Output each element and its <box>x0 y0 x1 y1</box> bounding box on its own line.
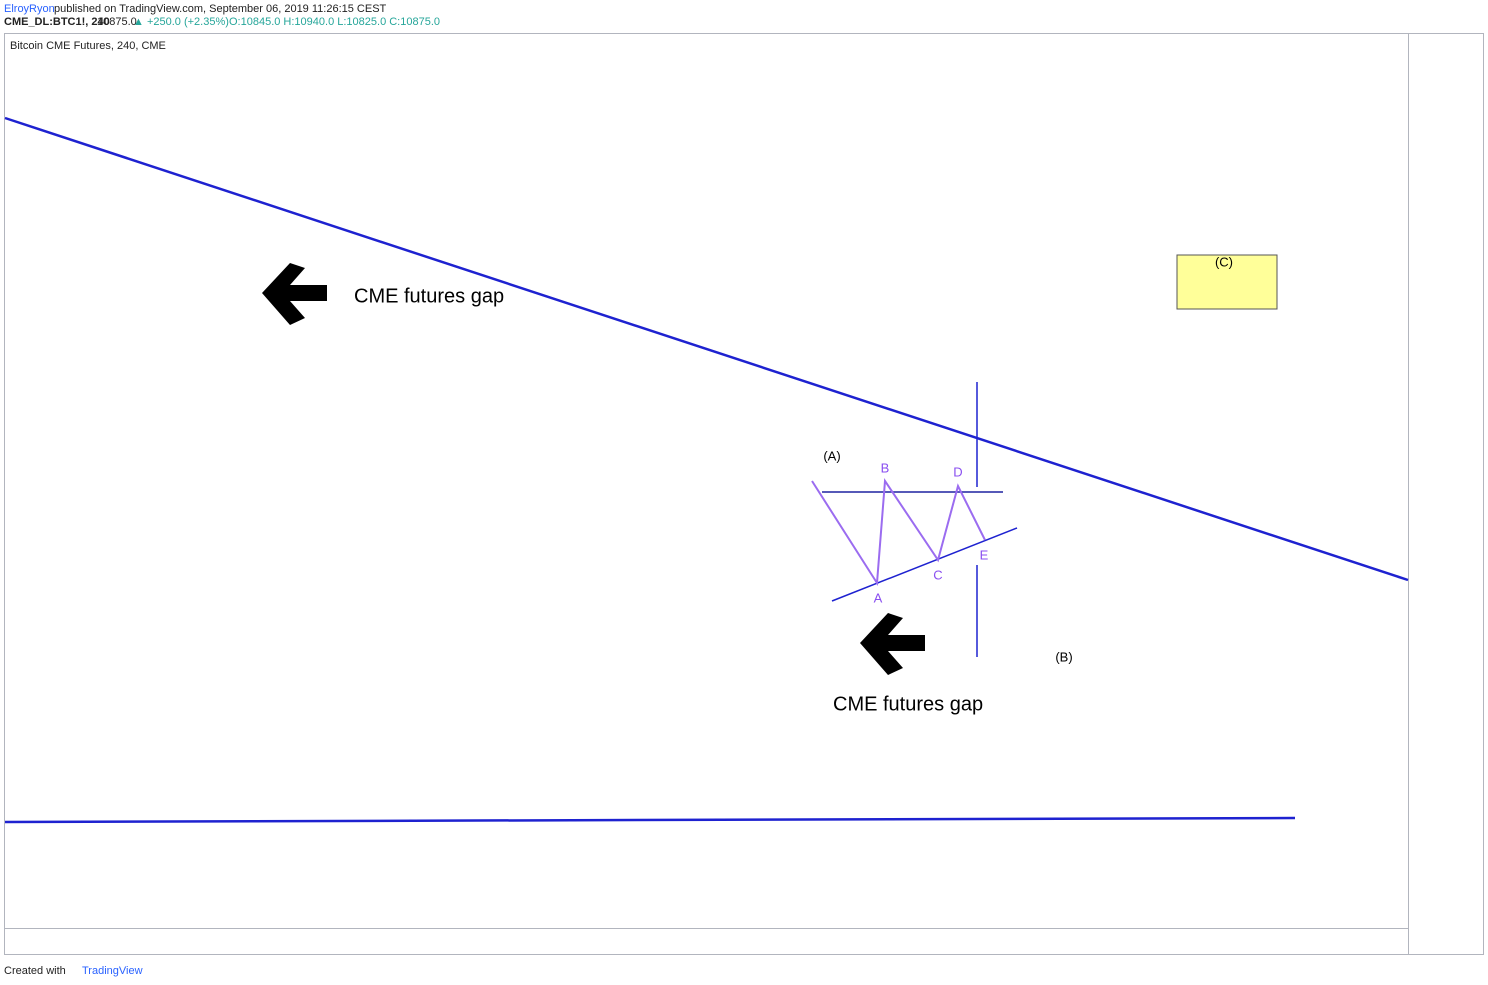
footer-brand[interactable]: TradingView <box>82 965 143 977</box>
wave-label: (A) <box>823 448 840 463</box>
arrow <box>262 263 327 325</box>
wave-label: D <box>953 464 962 479</box>
annotation: CME futures gap <box>833 693 983 715</box>
wave-label: B <box>881 460 890 475</box>
trend-line <box>4 116 1409 582</box>
change: ▲ +250.0 (+2.35%) <box>133 16 229 28</box>
support-line <box>4 816 1296 824</box>
last: 10875.0 <box>97 16 137 28</box>
wave-label: C <box>933 567 942 582</box>
arrow <box>860 613 925 675</box>
footer: Created with <box>4 965 66 977</box>
chart-title: Bitcoin CME Futures, 240, CME <box>10 40 166 52</box>
target-box <box>1176 254 1278 310</box>
symbol: CME_DL:BTC1!, 240 <box>4 16 110 28</box>
wave-label: A <box>874 590 883 605</box>
wave-label: (C) <box>1215 254 1233 269</box>
wave-label: E <box>980 547 989 562</box>
published: published on TradingView.com, September … <box>54 3 387 15</box>
wave-label: (B) <box>1055 649 1072 664</box>
publisher[interactable]: ElroyRyon <box>4 3 55 15</box>
annotation: CME futures gap <box>354 285 504 307</box>
ohlc: O:10845.0 H:10940.0 L:10825.0 C:10875.0 <box>229 16 440 28</box>
triangle-bottom <box>831 527 1018 602</box>
wave-path <box>811 478 986 587</box>
frame <box>4 33 1484 955</box>
